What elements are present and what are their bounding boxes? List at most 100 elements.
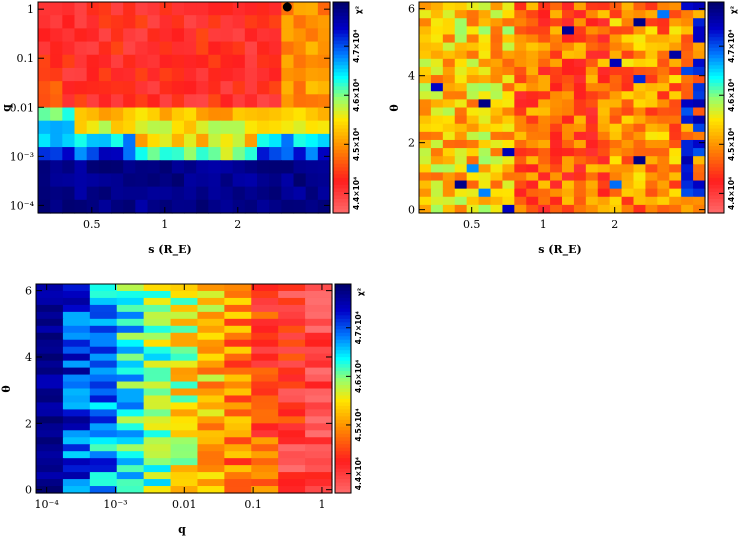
heatmap-cell xyxy=(621,123,635,133)
heatmap-cell xyxy=(293,120,307,135)
heatmap-cell xyxy=(621,131,635,141)
colorbar-segment xyxy=(335,294,351,299)
heatmap-cell xyxy=(514,66,527,76)
heatmap-cell xyxy=(430,172,444,182)
heatmap-cell xyxy=(116,367,145,376)
heatmap-cell xyxy=(98,133,112,148)
heatmap-cell xyxy=(36,297,64,306)
heatmap-cell xyxy=(442,18,456,27)
heatmap-cell xyxy=(170,311,199,320)
heatmap-cell xyxy=(573,139,587,149)
x-tick-label: 1 xyxy=(318,498,325,511)
heatmap-cell xyxy=(135,186,149,201)
heatmap-cell xyxy=(693,26,706,36)
heatmap-cell xyxy=(269,15,282,29)
heatmap-cell xyxy=(621,115,635,125)
heatmap-cell xyxy=(538,180,551,190)
heatmap-cell xyxy=(220,15,234,29)
heatmap-cell xyxy=(278,444,306,452)
y-tick-label: 0.1 xyxy=(17,52,35,65)
heatmap-cell xyxy=(490,172,504,182)
heatmap-cell xyxy=(36,332,64,341)
heatmap-cell xyxy=(538,83,551,92)
colorbar-title: χ² xyxy=(356,288,365,296)
heatmap-cell xyxy=(123,54,136,69)
heatmap-cell xyxy=(597,107,611,117)
heatmap-cell xyxy=(305,160,319,175)
heatmap-cell xyxy=(278,297,306,306)
heatmap-cell xyxy=(466,58,480,68)
heatmap-cell xyxy=(171,186,185,201)
heatmap-cell xyxy=(419,188,432,198)
heatmap-cell xyxy=(585,18,599,27)
heatmap-cell xyxy=(478,42,492,52)
heatmap-cell xyxy=(305,186,319,201)
heatmap-cell xyxy=(74,67,88,82)
heatmap-cell xyxy=(197,388,225,397)
heatmap-cell xyxy=(251,388,279,397)
heatmap-cell xyxy=(269,120,282,135)
colorbar-segment xyxy=(333,26,349,31)
heatmap-cell xyxy=(184,67,197,82)
colorbar-tick-label: 4.7×10⁴ xyxy=(352,30,361,63)
heatmap-cell xyxy=(681,139,694,149)
heatmap-cell xyxy=(257,199,270,214)
heatmap-cell xyxy=(278,339,306,348)
y-tick-label: 10⁻³ xyxy=(10,150,34,163)
heatmap-cell xyxy=(550,50,563,60)
heatmap-cell xyxy=(538,164,551,174)
colorbar-segment xyxy=(335,388,351,393)
heatmap-cell xyxy=(657,156,670,165)
heatmap-cell xyxy=(454,75,468,84)
heatmap-cell xyxy=(681,123,694,133)
heatmap-cell xyxy=(111,173,124,188)
heatmap-cell xyxy=(50,199,63,214)
heatmap-cell xyxy=(147,28,161,43)
heatmap-cell xyxy=(430,58,444,68)
heatmap-cell xyxy=(609,107,623,117)
heatmap-cell xyxy=(621,180,635,190)
colorbar-segment xyxy=(335,350,351,355)
colorbar-segment xyxy=(708,93,724,98)
heatmap-cell xyxy=(38,81,51,95)
heatmap-cell xyxy=(89,430,118,438)
heatmap-cell xyxy=(466,107,480,117)
colorbar-segment xyxy=(333,65,349,70)
heatmap-cell xyxy=(147,199,161,214)
heatmap-cell xyxy=(305,332,333,341)
heatmap-cell xyxy=(116,395,145,404)
heatmap-cell xyxy=(419,131,432,141)
heatmap-cell xyxy=(442,123,456,133)
heatmap-cell xyxy=(633,115,647,125)
heatmap-cell xyxy=(116,374,145,383)
heatmap-cell xyxy=(502,204,515,214)
heatmap-cell xyxy=(123,81,136,95)
heatmap-cell xyxy=(170,423,199,431)
heatmap-cell xyxy=(98,94,112,109)
heatmap-cell xyxy=(220,28,234,43)
heatmap-cell xyxy=(89,339,118,348)
heatmap-cell xyxy=(36,486,64,494)
colorbar-segment xyxy=(708,89,724,95)
heatmap-cell xyxy=(573,164,587,174)
heatmap-cell xyxy=(224,360,252,369)
heatmap-cell xyxy=(143,416,172,424)
heatmap-cell xyxy=(478,180,492,190)
heatmap-cell xyxy=(681,156,694,165)
heatmap-cell xyxy=(430,26,444,36)
colorbar-segment xyxy=(708,86,724,91)
heatmap-cell xyxy=(526,204,539,214)
heatmap-cell xyxy=(244,28,258,43)
heatmap-cell xyxy=(538,26,551,36)
colorbar-segment xyxy=(335,486,351,491)
heatmap-cell xyxy=(171,28,185,43)
heatmap-cell xyxy=(621,164,635,174)
heatmap-cell xyxy=(621,204,635,214)
heatmap-cell xyxy=(526,180,539,190)
heatmap-cell xyxy=(609,18,623,27)
heatmap-cell xyxy=(657,204,670,214)
heatmap-cell xyxy=(430,164,444,174)
heatmap-cell xyxy=(490,204,504,214)
y-ticks-s-q: 10⁻⁴10⁻³0.010.11 xyxy=(10,3,330,212)
heatmap-cell xyxy=(86,133,100,148)
